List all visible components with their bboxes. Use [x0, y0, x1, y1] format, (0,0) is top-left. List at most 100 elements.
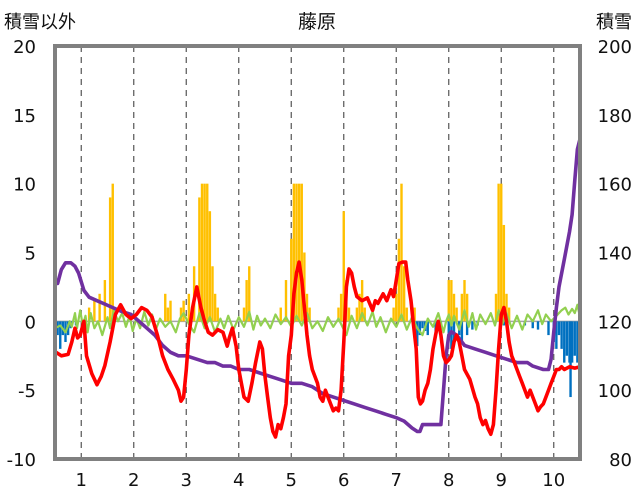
orange-bar	[402, 266, 406, 322]
right-tick-label: 180	[598, 106, 632, 127]
blue-bar	[426, 321, 429, 336]
red-line-series	[53, 260, 582, 439]
blue-bar	[557, 321, 561, 336]
orange-bar	[397, 238, 401, 322]
orange-bar	[93, 300, 96, 322]
orange-bar	[111, 183, 114, 322]
blue-bar	[465, 321, 469, 336]
plot-frame	[53, 44, 582, 461]
right-tick-label: 160	[598, 175, 632, 196]
orange-bar	[206, 183, 209, 322]
blue-bar	[450, 321, 453, 349]
blue-bar	[573, 321, 576, 356]
orange-bar	[166, 307, 170, 322]
orange-bar	[169, 300, 172, 322]
blue-bar	[416, 321, 419, 347]
blue-bar	[471, 321, 474, 330]
orange-bar	[297, 183, 301, 322]
blue-bar	[555, 321, 558, 349]
blue-bar	[563, 321, 566, 363]
orange-bar	[392, 307, 395, 322]
right-tick-label: 100	[598, 381, 632, 402]
orange-bar	[300, 183, 303, 322]
orange-bar	[213, 293, 217, 322]
blue-bar	[460, 321, 464, 342]
orange-bar	[98, 293, 101, 322]
orange-bar	[108, 197, 112, 322]
orange-bar	[500, 183, 503, 322]
orange-bar	[187, 293, 191, 322]
x-tick-label-2: 2	[128, 470, 139, 491]
orange-bar	[502, 224, 506, 322]
x-tick-label-4: 4	[233, 470, 244, 491]
orange-bar	[279, 307, 282, 322]
orange-bar	[198, 197, 201, 322]
orange-bar	[248, 266, 251, 322]
grid	[80, 46, 555, 459]
x-tick-label-3: 3	[181, 470, 192, 491]
blue-bar	[569, 321, 572, 398]
orange-bar	[455, 307, 458, 322]
orange-bar	[245, 280, 248, 322]
blue-bar	[547, 321, 550, 336]
bar-series	[56, 183, 582, 398]
orange-bar	[505, 293, 508, 322]
orange-bar	[182, 300, 185, 322]
green-line-series	[53, 303, 582, 337]
orange-bar	[405, 307, 408, 322]
orange-bar	[305, 293, 309, 322]
orange-bar	[347, 307, 351, 322]
orange-bar	[179, 307, 183, 322]
x-tick-label-9: 9	[496, 470, 507, 491]
orange-bar	[395, 293, 398, 322]
orange-bar	[303, 252, 306, 322]
blue-bar	[502, 321, 506, 326]
orange-bar	[452, 293, 456, 322]
blue-bar	[536, 321, 540, 330]
blue-bar	[418, 321, 422, 336]
orange-bar	[337, 307, 340, 322]
orange-bar	[400, 183, 403, 322]
blue-bar	[570, 321, 574, 363]
blue-bar	[560, 321, 563, 349]
orange-bar	[216, 307, 219, 322]
orange-bar	[447, 280, 450, 322]
left-y-ticks: -10 -5 0 5 10 15 20	[7, 37, 36, 471]
right-y-ticks: 80 100 120 140 160 180 200	[598, 37, 632, 471]
orange-bar	[103, 280, 107, 322]
left-axis-label: 積雪以外	[4, 12, 76, 33]
chart-title: 藤原	[298, 11, 336, 33]
x-tick-label-7: 7	[391, 470, 402, 491]
orange-bar	[290, 238, 293, 322]
left-tick-label: 20	[13, 37, 36, 58]
right-tick-label: 80	[609, 450, 632, 471]
left-tick-label: 15	[13, 106, 36, 127]
orange-bar	[460, 293, 464, 322]
orange-bar	[363, 307, 366, 322]
x-tick-label-6: 6	[338, 470, 349, 491]
left-tick-label: -10	[7, 450, 36, 471]
orange-bar	[339, 293, 343, 322]
orange-bar	[164, 293, 167, 322]
orange-bar	[494, 293, 498, 322]
x-tick-label-8: 8	[443, 470, 454, 491]
x-tick-label-10: 10	[542, 470, 565, 491]
orange-bar	[200, 183, 204, 322]
x-ticks: 1 2 3 4 5 6 7 8 9 10	[76, 470, 566, 491]
right-tick-label: 120	[598, 312, 632, 333]
right-tick-label: 200	[598, 37, 632, 58]
orange-bar	[342, 211, 345, 322]
orange-bar	[292, 183, 296, 322]
right-tick-label: 140	[598, 244, 632, 265]
left-tick-label: -5	[18, 381, 36, 402]
line-series	[53, 137, 582, 439]
orange-bar	[355, 307, 359, 322]
orange-bar	[450, 280, 453, 322]
x-tick-label-1: 1	[76, 470, 87, 491]
left-tick-label: 0	[25, 312, 36, 333]
blue-bar	[565, 321, 569, 356]
left-tick-label: 10	[13, 175, 36, 196]
orange-bar	[358, 293, 361, 322]
orange-bar	[463, 280, 466, 322]
